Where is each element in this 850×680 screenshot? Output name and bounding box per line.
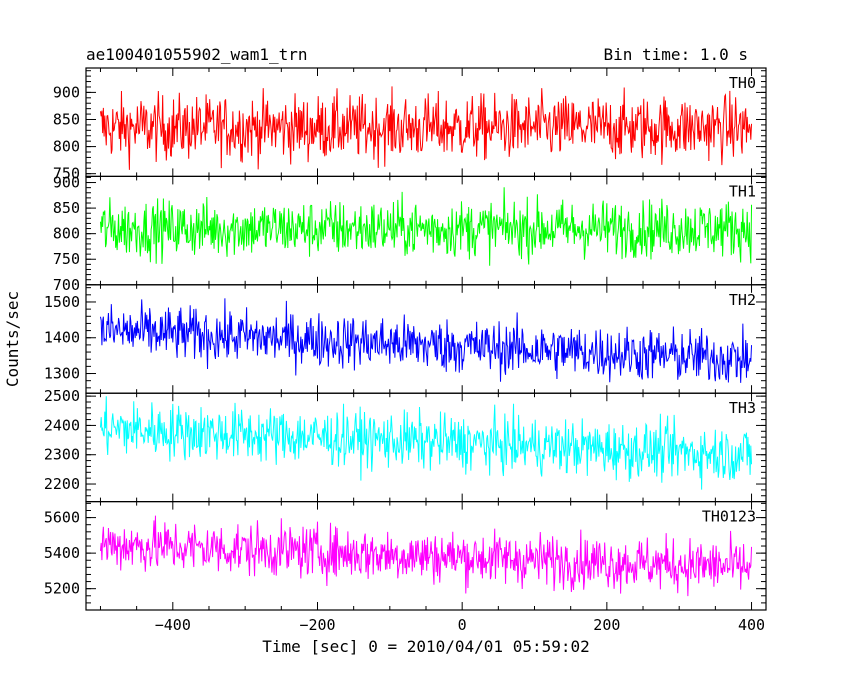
panel-label: TH0 <box>729 74 756 92</box>
series-line-th2 <box>99 298 753 383</box>
x-tick-label: 400 <box>738 616 765 634</box>
panel-label: TH2 <box>729 291 756 309</box>
panel-label: TH0123 <box>702 508 756 526</box>
y-tick-label: 5400 <box>44 544 80 562</box>
y-tick-label: 1500 <box>44 293 80 311</box>
y-tick-label: 1300 <box>44 365 80 383</box>
y-tick-label: 900 <box>53 83 80 101</box>
y-tick-label: 850 <box>53 199 80 217</box>
y-tick-label: 2500 <box>44 387 80 405</box>
x-tick-label: 200 <box>593 616 620 634</box>
series-line-th3 <box>99 396 753 490</box>
y-tick-label: 750 <box>53 165 80 183</box>
chart-title: ae100401055902_wam1_trn <box>86 45 308 64</box>
y-tick-label: 700 <box>53 276 80 294</box>
y-tick-label: 750 <box>53 250 80 268</box>
y-tick-label: 2300 <box>44 446 80 464</box>
panel-label: TH3 <box>729 399 756 417</box>
y-tick-label: 2400 <box>44 416 80 434</box>
chart-subtitle: Bin time: 1.0 s <box>604 45 749 64</box>
panel-label: TH1 <box>729 182 756 200</box>
y-tick-label: 800 <box>53 225 80 243</box>
series-line-th0 <box>99 86 753 170</box>
x-tick-label: 0 <box>458 616 467 634</box>
y-tick-label: 2200 <box>44 475 80 493</box>
x-tick-label: −400 <box>155 616 191 634</box>
series-line-th0123 <box>99 515 753 597</box>
y-tick-label: 900 <box>53 174 80 192</box>
y-axis-label: Counts/sec <box>3 291 22 387</box>
y-tick-label: 5600 <box>44 509 80 527</box>
series-line-th1 <box>99 187 753 266</box>
y-tick-label: 850 <box>53 110 80 128</box>
y-tick-label: 800 <box>53 138 80 156</box>
x-tick-label: −200 <box>299 616 335 634</box>
y-tick-label: 1400 <box>44 329 80 347</box>
x-axis-label: Time [sec] 0 = 2010/04/01 05:59:02 <box>262 637 590 656</box>
y-tick-label: 5200 <box>44 580 80 598</box>
